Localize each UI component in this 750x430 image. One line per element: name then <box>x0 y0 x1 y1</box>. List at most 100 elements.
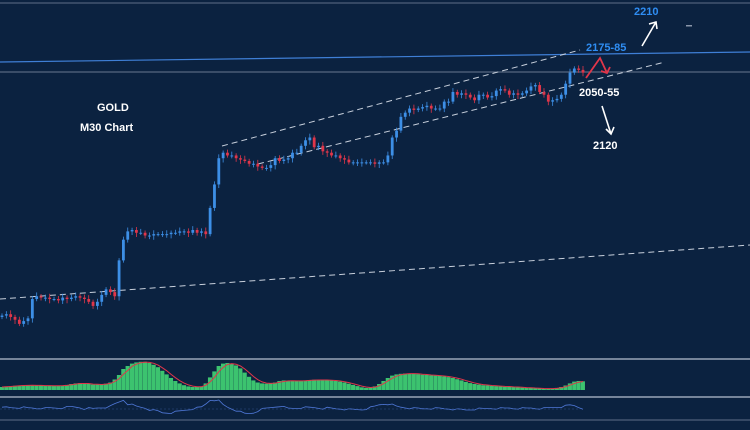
oscillator-bar <box>281 380 286 390</box>
candle-body <box>451 91 455 102</box>
oscillator-bars-group <box>0 361 585 390</box>
oscillator-bar <box>502 386 507 390</box>
candle-body <box>61 297 65 301</box>
resistance-line <box>0 51 750 63</box>
candle-body <box>568 72 572 84</box>
candle-body <box>182 231 186 233</box>
candle-body <box>243 159 247 161</box>
oscillator-bar <box>437 375 442 390</box>
oscillator-bar <box>286 380 291 390</box>
candle-body <box>503 89 507 91</box>
oscillator-bar <box>194 387 200 390</box>
candle-body <box>317 145 320 148</box>
oscillator-bar <box>199 386 204 390</box>
oscillator-bar <box>64 384 69 390</box>
candle-body <box>312 137 316 148</box>
up-arrow-icon <box>641 20 658 47</box>
candle-body <box>325 151 329 153</box>
candle-body <box>434 108 437 110</box>
candle-body <box>551 100 555 102</box>
oscillator-bar <box>177 383 182 390</box>
oscillator-bar <box>307 380 312 390</box>
oscillator-bar <box>12 385 17 390</box>
oscillator-bar <box>147 363 152 390</box>
candle-body <box>208 207 212 235</box>
candle-body <box>494 90 498 97</box>
oscillator-bar <box>181 385 187 390</box>
oscillator-bar <box>329 380 334 390</box>
candle-body <box>234 155 238 159</box>
candle-body <box>546 94 550 102</box>
oscillator-bar <box>554 387 559 390</box>
candle-body <box>204 231 208 235</box>
oscillator-bar <box>251 380 256 390</box>
oscillator-bar <box>316 379 321 390</box>
oscillator-bar <box>342 382 347 390</box>
candle-body <box>200 231 203 233</box>
candle-body <box>135 230 138 233</box>
candle-body <box>572 68 576 73</box>
candles-group <box>0 65 585 327</box>
oscillator-bar <box>34 385 39 390</box>
oscillator-bar <box>498 386 503 390</box>
candle-body <box>130 230 134 232</box>
candle-body <box>165 234 169 236</box>
oscillator-bar <box>108 382 113 390</box>
oscillator-bar <box>0 387 4 390</box>
candle-body <box>282 159 286 161</box>
oscillator-bar <box>190 387 195 390</box>
candle-body <box>499 89 503 91</box>
oscillator-bar <box>481 385 486 390</box>
oscillator-bar <box>511 387 516 390</box>
candle-body <box>520 93 524 95</box>
candle-body <box>390 137 394 156</box>
candle-body <box>338 155 342 159</box>
candle-body <box>525 90 529 94</box>
candle-body <box>48 297 52 300</box>
candle-body <box>395 130 398 138</box>
oscillator-bar <box>520 387 525 390</box>
candle-body <box>295 152 299 154</box>
candle-body <box>542 91 546 95</box>
oscillator-bar <box>229 363 234 390</box>
candle-body <box>304 140 307 146</box>
oscillator-bar <box>416 374 421 390</box>
oscillator-bar <box>546 388 551 390</box>
candle-body <box>22 321 26 324</box>
candle-body <box>464 93 468 95</box>
candle-body <box>416 108 420 110</box>
oscillator-bar <box>259 383 265 390</box>
candle-body <box>529 86 533 91</box>
candle-body <box>490 96 494 98</box>
candle-body <box>265 167 268 169</box>
oscillator-bar <box>459 380 464 390</box>
oscillator-bar <box>99 384 104 390</box>
candle-body <box>308 137 312 141</box>
oscillator-bar <box>238 368 243 390</box>
oscillator-bar <box>116 375 122 390</box>
oscillator-bar <box>121 369 126 390</box>
oscillator-bar <box>442 376 447 390</box>
candle-body <box>343 158 346 160</box>
candle-body <box>273 158 277 166</box>
oscillator-bar <box>455 379 460 390</box>
candle-body <box>230 155 234 157</box>
target-label-2175-85: 2175-85 <box>586 42 626 54</box>
candle-body <box>533 85 537 87</box>
candle-body <box>330 152 333 156</box>
oscillator-bar <box>160 370 165 390</box>
lower-indicator-line <box>1 399 584 415</box>
oscillator-bar <box>255 382 260 390</box>
candle-body <box>512 93 516 95</box>
oscillator-bar <box>407 373 412 390</box>
candle-body <box>226 152 229 156</box>
candle-body <box>252 163 255 165</box>
oscillator-bar <box>381 381 386 390</box>
candle-body <box>486 94 490 98</box>
oscillator-bar <box>364 387 369 390</box>
oscillator-bar <box>4 386 9 390</box>
oscillator-bar <box>550 388 555 390</box>
oscillator-bar <box>572 381 577 390</box>
candle-body <box>74 296 78 298</box>
channel-upper-line <box>221 49 581 147</box>
